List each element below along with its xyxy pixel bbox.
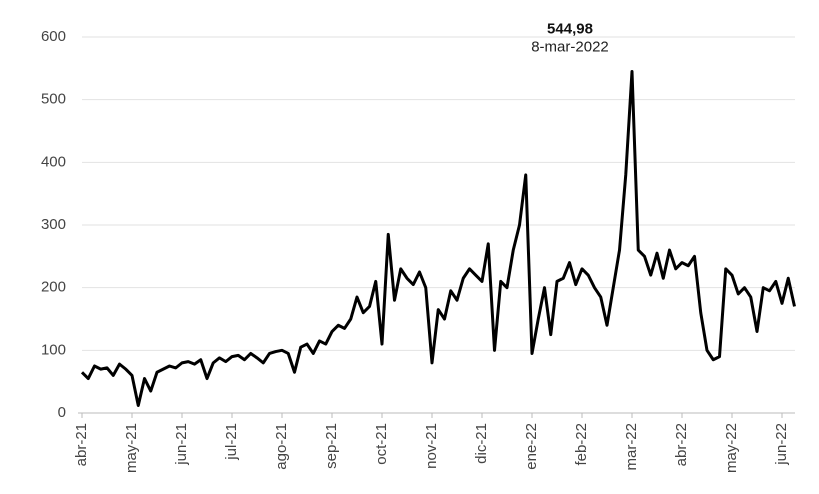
x-tick-label: jun-22: [773, 423, 790, 466]
y-tick-label: 600: [41, 28, 66, 45]
y-tick-label: 0: [58, 404, 66, 421]
x-tick-label: may-21: [123, 423, 140, 473]
x-tick-label: nov-21: [423, 423, 440, 469]
x-tick-label: dic-21: [473, 423, 490, 464]
x-tick-label: abr-22: [673, 423, 690, 466]
data-label: 544,98: [547, 20, 593, 37]
x-tick-label: jul-21: [223, 423, 240, 461]
y-tick-label: 300: [41, 216, 66, 233]
x-tick-label: may-22: [723, 423, 740, 473]
x-tick-label: feb-22: [573, 423, 590, 466]
y-tick-label: 100: [41, 341, 66, 358]
x-tick-label: abr-21: [73, 423, 90, 466]
x-tick-label: jun-21: [173, 423, 190, 466]
x-tick-label: ago-21: [273, 423, 290, 470]
x-tick-label: sep-21: [323, 423, 340, 469]
y-tick-label: 400: [41, 153, 66, 170]
x-tick-label: oct-21: [373, 423, 390, 465]
y-tick-label: 500: [41, 91, 66, 108]
x-tick-label: ene-22: [523, 423, 540, 470]
annotation: 8-mar-2022: [531, 38, 609, 55]
y-tick-label: 200: [41, 279, 66, 296]
x-tick-label: mar-22: [623, 423, 640, 471]
line: [80, 69, 796, 407]
